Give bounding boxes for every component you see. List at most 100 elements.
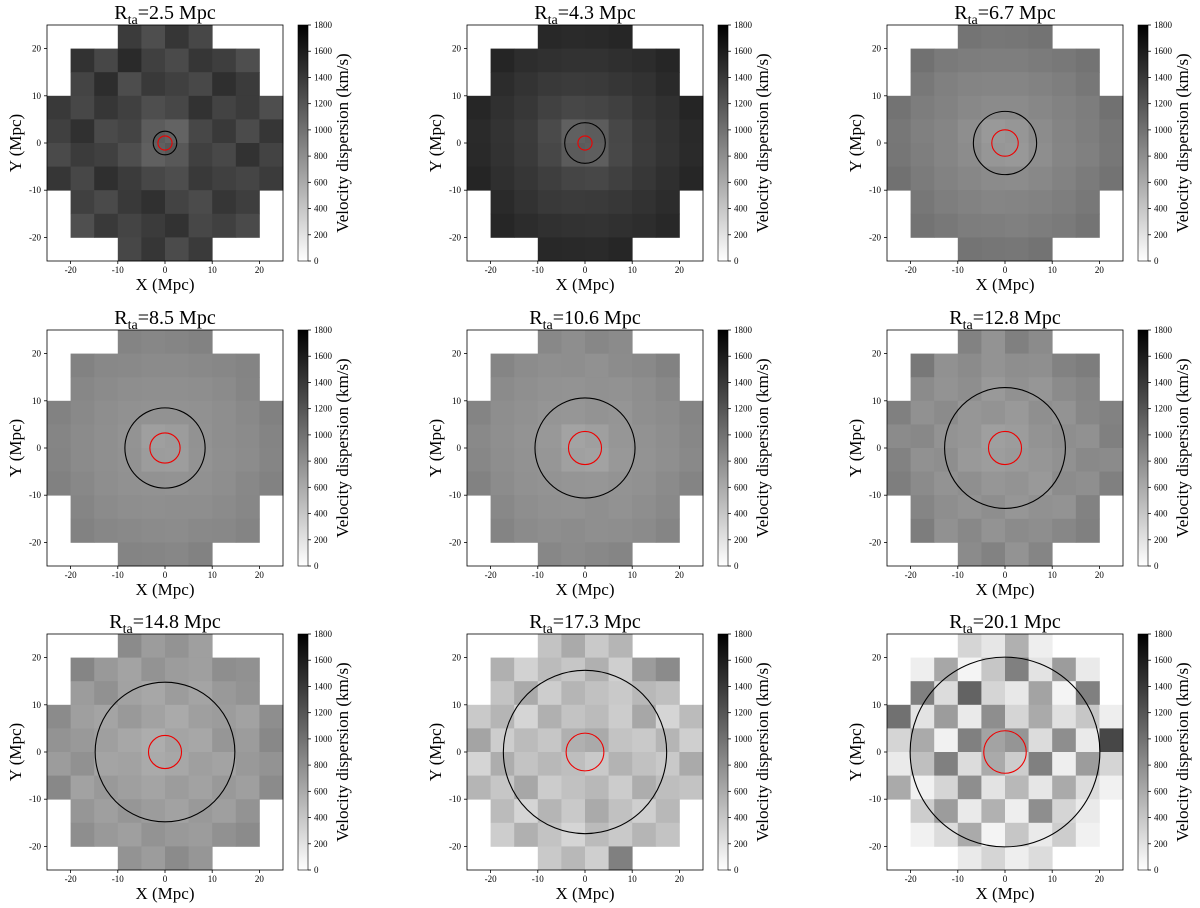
heatmap-cell bbox=[957, 166, 982, 191]
heatmap-cell bbox=[165, 775, 189, 800]
colorbar-tick-label: 600 bbox=[314, 482, 328, 492]
heatmap-cell bbox=[467, 166, 491, 191]
heatmap-cell bbox=[70, 213, 95, 238]
heatmap-cell bbox=[514, 495, 539, 520]
heatmap-cell bbox=[235, 143, 260, 167]
title-text: =4.3 Mpc bbox=[558, 2, 636, 24]
heatmap-cell bbox=[679, 752, 704, 776]
heatmap-cell bbox=[585, 799, 609, 824]
heatmap-cell bbox=[632, 119, 657, 144]
y-tick-label: 20 bbox=[872, 44, 882, 54]
colorbar-tick-label: 1200 bbox=[314, 99, 333, 109]
heatmap-cell bbox=[117, 119, 142, 144]
heatmap-cell bbox=[561, 237, 586, 262]
heatmap-cell bbox=[94, 48, 119, 73]
heatmap-cell bbox=[188, 166, 213, 191]
y-tick-label: 0 bbox=[877, 443, 882, 453]
heatmap-cell bbox=[1028, 190, 1053, 215]
heatmap-cell bbox=[537, 72, 562, 97]
heatmap-cell bbox=[585, 728, 609, 753]
heatmap-cell bbox=[561, 542, 586, 567]
title-subscript: ta bbox=[543, 318, 554, 333]
colorbar-tick-label: 1800 bbox=[314, 629, 333, 639]
turnaround-circle bbox=[502, 669, 668, 835]
heatmap-cell bbox=[70, 799, 95, 824]
heatmap-cell bbox=[1028, 353, 1053, 378]
heatmap-cell bbox=[537, 495, 562, 520]
heatmap-cell bbox=[934, 353, 959, 378]
heatmap-cell bbox=[94, 448, 119, 472]
x-axis-label: X (Mpc) bbox=[135, 884, 194, 903]
x-tick-label: -20 bbox=[65, 874, 77, 884]
colorbar-tick-label: 1800 bbox=[314, 20, 333, 30]
heatmap-cell bbox=[141, 72, 166, 97]
heatmap-cell bbox=[561, 353, 586, 378]
heatmap-cell bbox=[188, 518, 213, 543]
heatmap-cell bbox=[1005, 25, 1029, 49]
heatmap-cell bbox=[212, 377, 237, 402]
heatmap-cell bbox=[910, 752, 935, 776]
heatmap-cell bbox=[934, 471, 959, 496]
heatmap-cell bbox=[537, 190, 562, 215]
colorbar-tick-label: 1000 bbox=[1154, 430, 1173, 440]
heatmap-cell bbox=[981, 213, 1006, 238]
heatmap-cell bbox=[514, 95, 539, 120]
x-tick-label: 0 bbox=[163, 874, 168, 884]
heatmap-cell bbox=[608, 237, 633, 262]
heatmap-cell bbox=[561, 518, 586, 543]
heatmap-cell bbox=[585, 704, 609, 729]
colorbar-tick-label: 1200 bbox=[734, 99, 753, 109]
colorbar bbox=[717, 329, 729, 567]
heatmap-cell bbox=[957, 213, 982, 238]
heatmap-cell bbox=[117, 237, 142, 262]
heatmap-cell bbox=[70, 448, 95, 472]
heatmap-cell bbox=[117, 72, 142, 97]
colorbar-label: Velocity dispersion (km/s) bbox=[1173, 358, 1192, 537]
heatmap-cell bbox=[235, 95, 260, 120]
colorbar-tick-label: 800 bbox=[1154, 456, 1168, 466]
colorbar-tick-label: 200 bbox=[1154, 839, 1168, 849]
heatmap-cell bbox=[887, 143, 911, 167]
heatmap-cell bbox=[467, 775, 491, 800]
heatmap-cell bbox=[94, 518, 119, 543]
heatmap-cell bbox=[47, 95, 71, 120]
y-axis-label: Y (Mpc) bbox=[426, 419, 445, 477]
inner-circle bbox=[987, 430, 1023, 466]
heatmap-cell bbox=[212, 704, 237, 729]
inner-circle bbox=[567, 430, 603, 466]
heatmap-cell bbox=[70, 143, 95, 167]
heatmap-cell bbox=[957, 330, 982, 354]
y-axis-label: Y (Mpc) bbox=[6, 114, 25, 172]
heatmap-cell bbox=[655, 119, 680, 144]
heatmap-cell bbox=[910, 400, 935, 425]
heatmap-cell bbox=[910, 495, 935, 520]
colorbar-tick-label: 200 bbox=[314, 839, 328, 849]
x-axis-label: X (Mpc) bbox=[555, 275, 614, 294]
heatmap-cell bbox=[1099, 448, 1124, 472]
x-tick-label: 20 bbox=[675, 265, 685, 275]
panel: -20 -10 0 10 20 -20 -10 0 10 20 X (Mpc) Y (Mpc) Rta=… bbox=[6, 307, 352, 599]
turnaround-circle bbox=[534, 397, 636, 499]
heatmap-cell bbox=[957, 143, 982, 167]
heatmap-cell bbox=[608, 542, 633, 567]
heatmap-cell bbox=[981, 634, 1006, 658]
heatmap-cell bbox=[70, 775, 95, 800]
heatmap-cell bbox=[632, 48, 657, 73]
heatmap-cell bbox=[1099, 119, 1124, 144]
heatmap-cell bbox=[1028, 448, 1053, 472]
heatmap-cell bbox=[165, 846, 189, 871]
heatmap-cell bbox=[537, 822, 562, 847]
heatmap-cell bbox=[934, 518, 959, 543]
heatmap-cell bbox=[70, 48, 95, 73]
heatmap-cell bbox=[981, 799, 1006, 824]
heatmap-cell bbox=[94, 471, 119, 496]
x-tick-label: -10 bbox=[112, 570, 124, 580]
heatmap-cell bbox=[632, 495, 657, 520]
heatmap-cell bbox=[608, 518, 633, 543]
heatmap-cell bbox=[1005, 542, 1029, 567]
heatmap-cell bbox=[117, 657, 142, 682]
heatmap-cell bbox=[1005, 657, 1029, 682]
heatmap-cell bbox=[235, 799, 260, 824]
colorbar-tick-label: 800 bbox=[314, 760, 328, 770]
heatmap-cell bbox=[910, 448, 935, 472]
